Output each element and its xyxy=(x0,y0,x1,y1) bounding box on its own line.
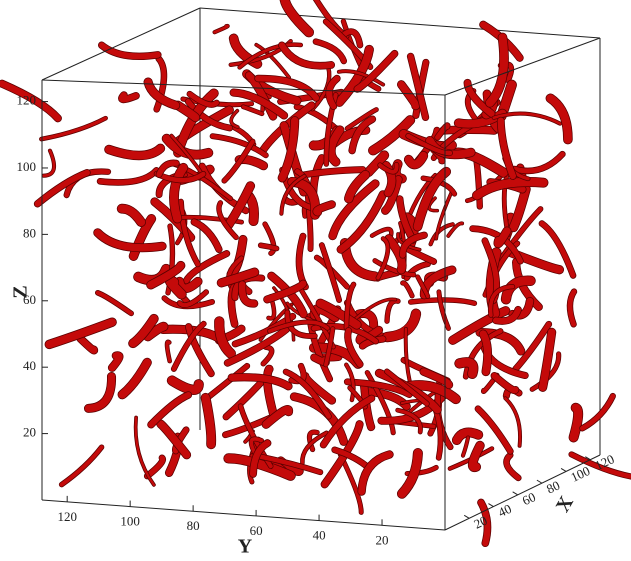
z-tick-label: 40 xyxy=(23,358,36,373)
tube xyxy=(310,0,346,36)
y-tick-label: 100 xyxy=(120,514,140,529)
tube xyxy=(226,377,266,417)
tube xyxy=(109,148,160,155)
z-tick-label: 100 xyxy=(17,159,37,174)
x-tick xyxy=(464,515,469,518)
tube xyxy=(570,292,574,325)
x-axis-label: X xyxy=(552,492,579,516)
x-tick xyxy=(561,468,566,471)
z-tick-label: 60 xyxy=(23,292,36,307)
x-tick xyxy=(537,480,542,483)
tube xyxy=(409,156,424,165)
tube xyxy=(122,209,141,222)
tube xyxy=(543,332,552,387)
tube xyxy=(41,118,105,139)
tube xyxy=(331,130,340,162)
tube xyxy=(403,283,412,296)
tube xyxy=(122,363,147,395)
y-tick-label: 60 xyxy=(250,523,263,538)
tube xyxy=(282,45,331,65)
tube xyxy=(582,396,612,428)
y-axis-label: Y xyxy=(238,536,253,558)
tube xyxy=(316,42,344,61)
tube xyxy=(387,314,416,337)
x-tick xyxy=(488,504,493,507)
y-tick-label: 40 xyxy=(313,528,326,543)
tube xyxy=(505,398,520,446)
y-tick-label: 80 xyxy=(187,518,200,533)
z-tick-label: 80 xyxy=(23,225,36,240)
tube xyxy=(98,293,131,314)
x-tick-label: 100 xyxy=(568,463,592,485)
chart: Z Y X 2040608010012020406080100120204060… xyxy=(0,0,631,561)
tube xyxy=(387,301,398,321)
vortex-isosurfaces xyxy=(2,0,631,543)
y-tick-label: 20 xyxy=(376,532,389,547)
x-tick xyxy=(513,492,518,495)
tube xyxy=(151,395,188,425)
tube xyxy=(122,95,136,99)
tube xyxy=(507,455,519,478)
tube xyxy=(574,408,579,438)
y-tick-label: 120 xyxy=(57,509,77,524)
z-tick-label: 20 xyxy=(23,425,36,440)
z-tick-label: 120 xyxy=(17,93,37,108)
tube xyxy=(402,453,418,494)
